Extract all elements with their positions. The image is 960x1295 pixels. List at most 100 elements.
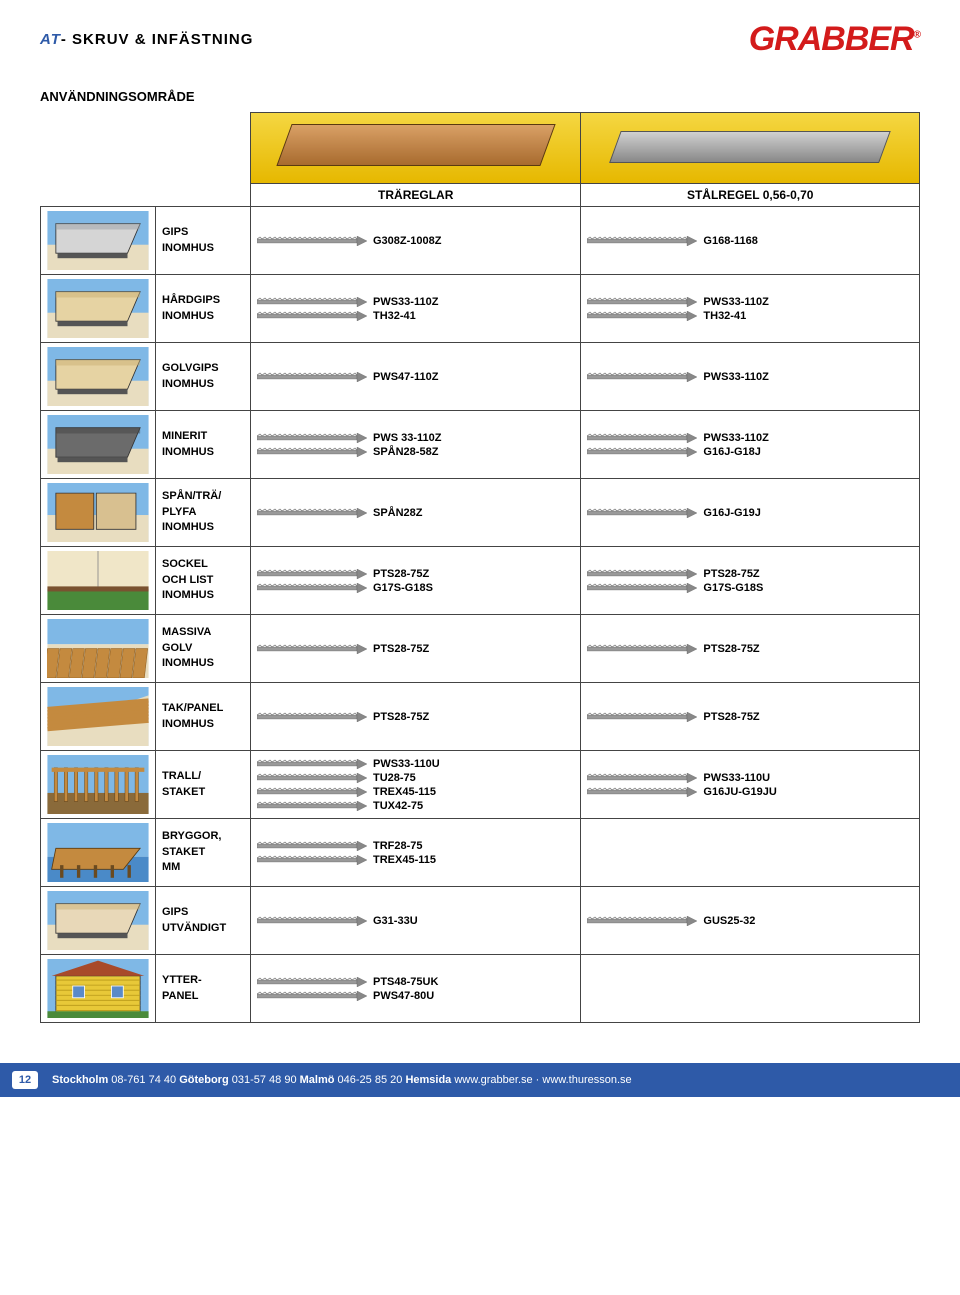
table-row: SOCKELOCH LISTINOMHUS PTS28-75Z G17S-G18… (41, 547, 920, 615)
table-row: SPÅN/TRÄ/PLYFAINOMHUS SPÅN28Z G16J-G19J (41, 479, 920, 547)
product-code: PTS28-75Z (703, 568, 759, 580)
product-line: G16J-G18J (587, 446, 913, 458)
screw-icon (587, 712, 697, 722)
product-code: PTS28-75Z (703, 643, 759, 655)
page-number: 12 (12, 1071, 38, 1089)
table-row: YTTER-PANEL PTS48-75UK PWS47-80U (41, 955, 920, 1023)
product-code: TREX45-115 (373, 854, 436, 866)
screw-icon (257, 433, 367, 443)
product-line: PWS33-110U (257, 758, 574, 770)
screw-icon (257, 855, 367, 865)
screw-icon (257, 644, 367, 654)
cell-steel: PTS28-75Z (581, 615, 920, 683)
screw-icon (257, 372, 367, 382)
product-code: PWS33-110Z (703, 432, 768, 444)
cell-wood: PTS48-75UK PWS47-80U (251, 955, 581, 1023)
product-code: TRF28-75 (373, 840, 423, 852)
cell-wood: PTS28-75Z G17S-G18S (251, 547, 581, 615)
cell-steel: PTS28-75Z G17S-G18S (581, 547, 920, 615)
product-line: G17S-G18S (587, 582, 913, 594)
row-illustration (41, 955, 156, 1023)
row-label: TAK/PANELINOMHUS (156, 683, 251, 751)
product-line: PWS33-110U (587, 772, 913, 784)
brand-logo: GRABBER® (749, 20, 920, 59)
screw-icon (257, 773, 367, 783)
cell-steel (581, 819, 920, 887)
table-row: GIPSUTVÄNDIGT G31-33U GUS25-32 (41, 887, 920, 955)
table-row: TRALL/STAKET PWS33-110U TU28-75 TREX45-1… (41, 751, 920, 819)
product-code: G16J-G18J (703, 446, 760, 458)
row-label: GOLVGIPSINOMHUS (156, 343, 251, 411)
application-table: TRÄREGLAR STÅLREGEL 0,56-0,70 GIPSINOMHU… (40, 112, 920, 1023)
screw-icon (587, 297, 697, 307)
product-line: SPÅN28Z (257, 507, 574, 519)
column-header-a: TRÄREGLAR (251, 184, 581, 207)
product-line: PTS28-75Z (257, 711, 574, 723)
product-line: PWS33-110Z (587, 432, 913, 444)
table-row: BRYGGOR,STAKETMM TRF28-75 TREX45-115 (41, 819, 920, 887)
product-line: TH32-41 (587, 310, 913, 322)
footer-text: Stockholm 08-761 74 40 Göteborg 031-57 4… (52, 1074, 632, 1086)
row-label: MINERITINOMHUS (156, 411, 251, 479)
row-label: GIPSUTVÄNDIGT (156, 887, 251, 955)
cell-wood: TRF28-75 TREX45-115 (251, 819, 581, 887)
product-code: TH32-41 (703, 310, 746, 322)
table-row: MINERITINOMHUS PWS 33-110Z SPÅN28-58Z PW… (41, 411, 920, 479)
product-line: G308Z-1008Z (257, 235, 574, 247)
product-code: PWS33-110U (703, 772, 770, 784)
cell-wood: G308Z-1008Z (251, 207, 581, 275)
product-line: PWS 33-110Z (257, 432, 574, 444)
row-label: SOCKELOCH LISTINOMHUS (156, 547, 251, 615)
product-code: PTS28-75Z (373, 643, 429, 655)
cell-wood: G31-33U (251, 887, 581, 955)
cell-wood: PWS33-110U TU28-75 TREX45-115 TUX42-75 (251, 751, 581, 819)
screw-icon (257, 311, 367, 321)
product-code: G16JU-G19JU (703, 786, 776, 798)
table-row: GOLVGIPSINOMHUS PWS47-110Z PWS33-110Z (41, 343, 920, 411)
screw-icon (587, 447, 697, 457)
row-illustration (41, 683, 156, 751)
row-illustration (41, 819, 156, 887)
product-code: PWS33-110Z (373, 296, 438, 308)
product-line: PTS48-75UK (257, 976, 574, 988)
cell-steel: PWS33-110U G16JU-G19JU (581, 751, 920, 819)
steel-header-image (581, 113, 919, 183)
row-label: SPÅN/TRÄ/PLYFAINOMHUS (156, 479, 251, 547)
cell-wood: PWS33-110Z TH32-41 (251, 275, 581, 343)
screw-icon (257, 712, 367, 722)
product-line: PWS33-110Z (587, 296, 913, 308)
screw-icon (587, 433, 697, 443)
product-line: TH32-41 (257, 310, 574, 322)
product-line: PTS28-75Z (257, 643, 574, 655)
row-label: BRYGGOR,STAKETMM (156, 819, 251, 887)
product-line: PTS28-75Z (257, 568, 574, 580)
screw-icon (257, 447, 367, 457)
section-title: ANVÄNDNINGSOMRÅDE (40, 89, 920, 104)
screw-icon (587, 644, 697, 654)
page-footer: 12 Stockholm 08-761 74 40 Göteborg 031-5… (0, 1063, 960, 1097)
screw-icon (257, 787, 367, 797)
product-line: TREX45-115 (257, 786, 574, 798)
cell-wood: SPÅN28Z (251, 479, 581, 547)
screw-icon (587, 916, 697, 926)
screw-icon (587, 372, 697, 382)
cell-steel: G16J-G19J (581, 479, 920, 547)
product-line: G16JU-G19JU (587, 786, 913, 798)
product-code: TH32-41 (373, 310, 416, 322)
product-code: G16J-G19J (703, 507, 760, 519)
product-line: PTS28-75Z (587, 568, 913, 580)
product-code: PTS28-75Z (373, 568, 429, 580)
cell-steel: GUS25-32 (581, 887, 920, 955)
product-line: TU28-75 (257, 772, 574, 784)
product-code: TUX42-75 (373, 800, 423, 812)
wood-header-image (251, 113, 580, 183)
product-line: PWS33-110Z (587, 371, 913, 383)
at-logo: AT (40, 31, 61, 48)
screw-icon (257, 801, 367, 811)
product-code: TREX45-115 (373, 786, 436, 798)
cell-steel: PWS33-110Z (581, 343, 920, 411)
product-line: PTS28-75Z (587, 643, 913, 655)
product-code: PWS47-110Z (373, 371, 438, 383)
product-code: PWS47-80U (373, 990, 434, 1002)
product-code: TU28-75 (373, 772, 416, 784)
